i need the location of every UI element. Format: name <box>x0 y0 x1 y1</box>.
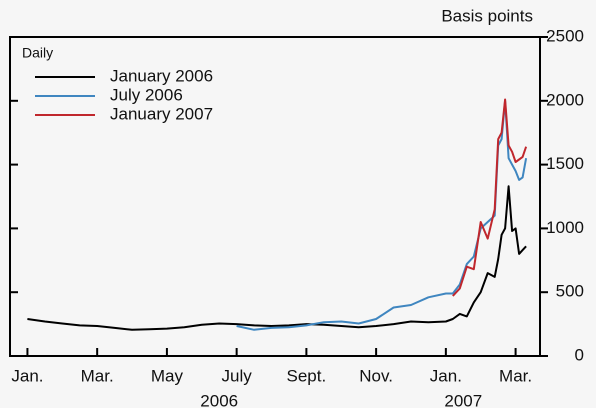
y-tick-label: 1000 <box>546 218 584 237</box>
legend-label: July 2006 <box>110 85 183 104</box>
y-axis-label: Basis points <box>441 6 533 25</box>
x-tick-label: Nov. <box>359 366 393 385</box>
legend-label: January 2007 <box>110 104 213 123</box>
x-tick-label: Jan. <box>11 366 43 385</box>
annotation: Daily <box>22 45 53 61</box>
series-line <box>236 99 528 331</box>
y-tick-label: 500 <box>556 282 584 301</box>
x-tick-label: Mar. <box>499 366 532 385</box>
y-tick-label: 2500 <box>546 26 584 45</box>
x-tick-label: Mar. <box>81 366 114 385</box>
year-label: 2006 <box>200 391 238 408</box>
legend-label: January 2006 <box>110 66 213 85</box>
series-line <box>452 98 528 297</box>
y-tick-label: 0 <box>575 345 584 364</box>
plot-frame <box>9 36 541 357</box>
x-tick-label: Jan. <box>430 366 462 385</box>
x-tick-label: May <box>151 366 184 385</box>
y-tick-label: 1500 <box>546 154 584 173</box>
year-label: 2007 <box>444 391 482 408</box>
series-line <box>27 185 527 331</box>
y-tick-label: 2000 <box>546 90 584 109</box>
x-tick-label: July <box>222 366 253 385</box>
x-tick-label: Sept. <box>287 366 327 385</box>
